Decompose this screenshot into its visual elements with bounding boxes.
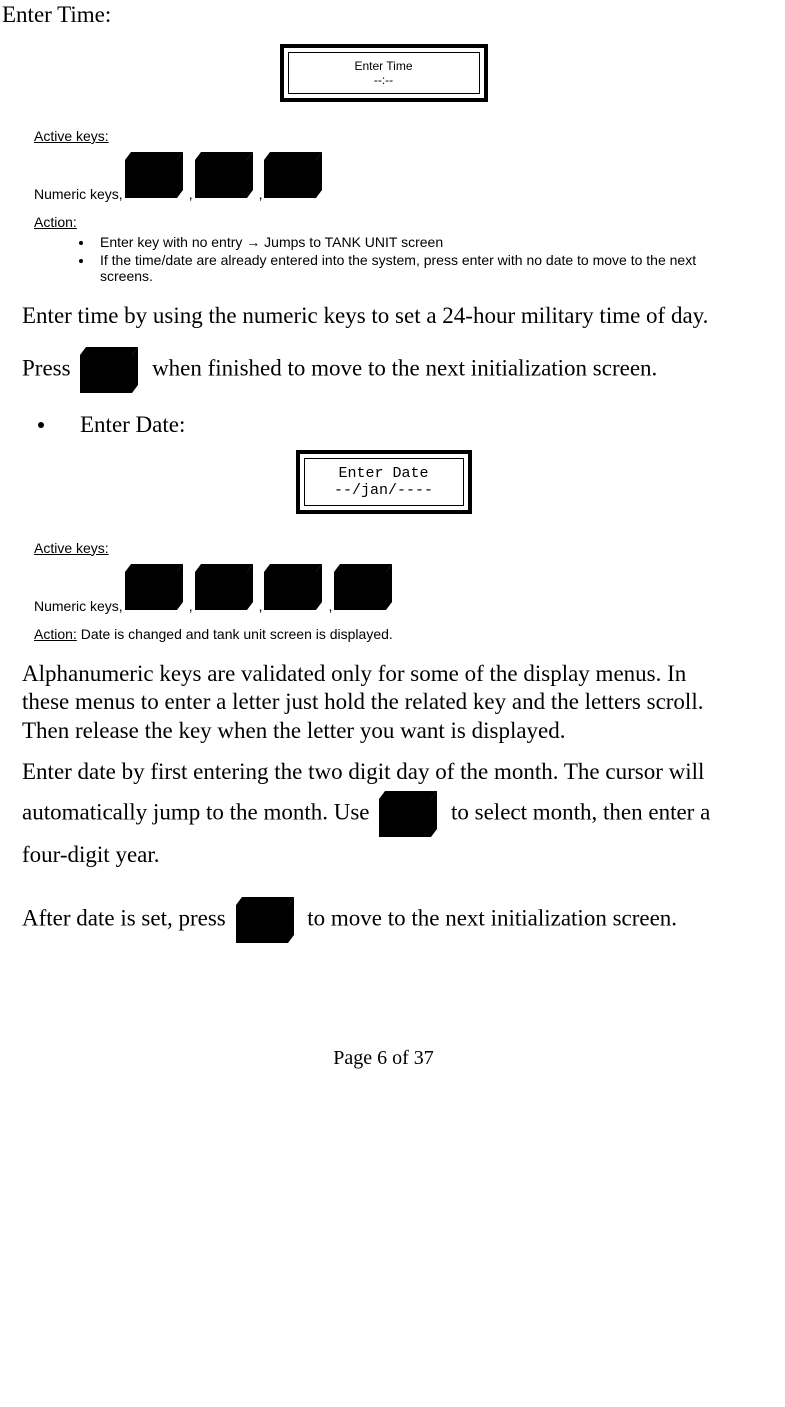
- lcd-time: Enter Time --:--: [2, 44, 765, 102]
- back-arrow-key-icon: [125, 560, 187, 614]
- action-list-1: Enter key with no entry → Jumps to TANK …: [34, 234, 735, 284]
- page-footer: Page 6 of 37: [2, 1047, 765, 1070]
- lcd-date-line2: --/jan/----: [329, 482, 439, 499]
- body-para-1b: when finished to move to the next initia…: [152, 355, 657, 380]
- check-key-icon: [264, 148, 326, 202]
- lcd-time-line1: Enter Time: [329, 59, 439, 73]
- body-para-1: Enter time by using the numeric keys to …: [22, 302, 735, 331]
- numeric-keys-label-1: Numeric keys,: [34, 186, 123, 202]
- home-key-icon: [195, 560, 257, 614]
- action-label-1: Action:: [34, 214, 77, 230]
- bullet-icon: [38, 422, 44, 428]
- lcd-date-line1: Enter Date: [329, 465, 439, 482]
- action-label-2: Action:: [34, 626, 77, 642]
- press-label: Press: [22, 355, 76, 380]
- back-arrow-key-icon: [125, 148, 187, 202]
- action-item: Enter key with no entry → Jumps to TANK …: [94, 234, 735, 250]
- action-text-2: Date is changed and tank unit screen is …: [77, 626, 393, 642]
- active-keys-label-2: Active keys:: [34, 540, 735, 556]
- active-keys-label-1: Active keys:: [34, 128, 735, 144]
- action-item: If the time/date are already entered int…: [94, 252, 735, 284]
- lcd-date: Enter Date --/jan/----: [2, 450, 765, 514]
- body-para-3a: After date is set, press: [22, 906, 232, 931]
- check-key-icon: [80, 343, 142, 397]
- check-key-icon: [264, 560, 326, 614]
- numeric-keys-label-2: Numeric keys,: [34, 598, 123, 614]
- left-right-arrow-key-icon: [379, 787, 441, 841]
- home-key-icon: [195, 148, 257, 202]
- left-right-arrow-key-icon: [334, 560, 396, 614]
- check-key-icon: [236, 893, 298, 947]
- enter-date-heading: Enter Date:: [80, 411, 185, 440]
- body-para-2a: Alphanumeric keys are validated only for…: [22, 660, 735, 746]
- lcd-time-line2: --:--: [329, 73, 439, 87]
- body-para-3b: to move to the next initialization scree…: [307, 906, 677, 931]
- enter-time-heading: Enter Time:: [2, 2, 765, 28]
